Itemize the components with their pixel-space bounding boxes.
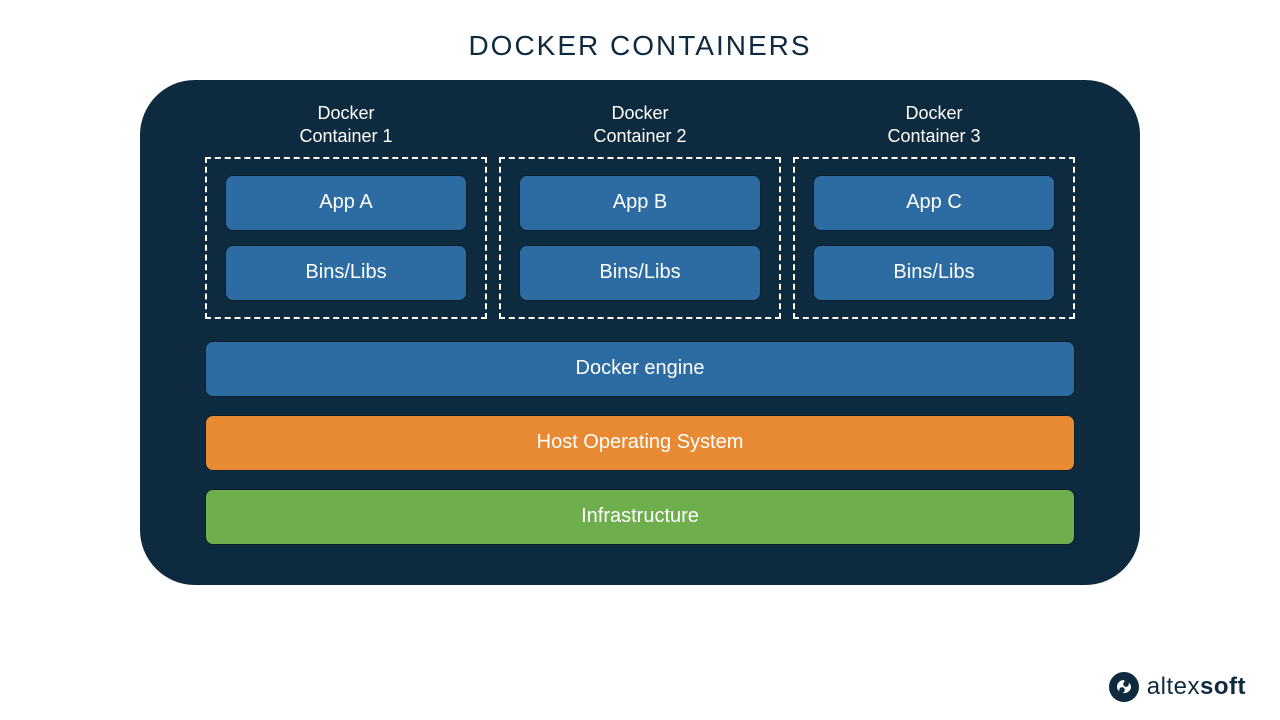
bins-libs-2-block: Bins/Libs <box>519 245 761 301</box>
containers-row: Docker Container 1 App A Bins/Libs Docke… <box>205 102 1075 319</box>
diagram-title: DOCKER CONTAINERS <box>0 0 1280 80</box>
container-2: Docker Container 2 App B Bins/Libs <box>499 102 781 319</box>
host-os-row: Host Operating System <box>205 415 1075 471</box>
infrastructure-row: Infrastructure <box>205 489 1075 545</box>
bins-libs-1-block: Bins/Libs <box>225 245 467 301</box>
container-3-box: App C Bins/Libs <box>793 157 1075 319</box>
host-os-block: Host Operating System <box>205 415 1075 471</box>
container-2-box: App B Bins/Libs <box>499 157 781 319</box>
container-1: Docker Container 1 App A Bins/Libs <box>205 102 487 319</box>
logo-text: altexsoft <box>1147 673 1246 701</box>
infrastructure-block: Infrastructure <box>205 489 1075 545</box>
container-2-label: Docker Container 2 <box>593 102 686 149</box>
bins-libs-3-block: Bins/Libs <box>813 245 1055 301</box>
docker-engine-row: Docker engine <box>205 341 1075 397</box>
app-b-block: App B <box>519 175 761 231</box>
docker-engine-block: Docker engine <box>205 341 1075 397</box>
app-a-block: App A <box>225 175 467 231</box>
altexsoft-logo: altexsoft <box>1109 672 1246 702</box>
main-panel: Docker Container 1 App A Bins/Libs Docke… <box>140 80 1140 585</box>
container-3-label: Docker Container 3 <box>887 102 980 149</box>
container-3: Docker Container 3 App C Bins/Libs <box>793 102 1075 319</box>
container-1-label: Docker Container 1 <box>299 102 392 149</box>
app-c-block: App C <box>813 175 1055 231</box>
container-1-box: App A Bins/Libs <box>205 157 487 319</box>
logo-icon <box>1109 672 1139 702</box>
